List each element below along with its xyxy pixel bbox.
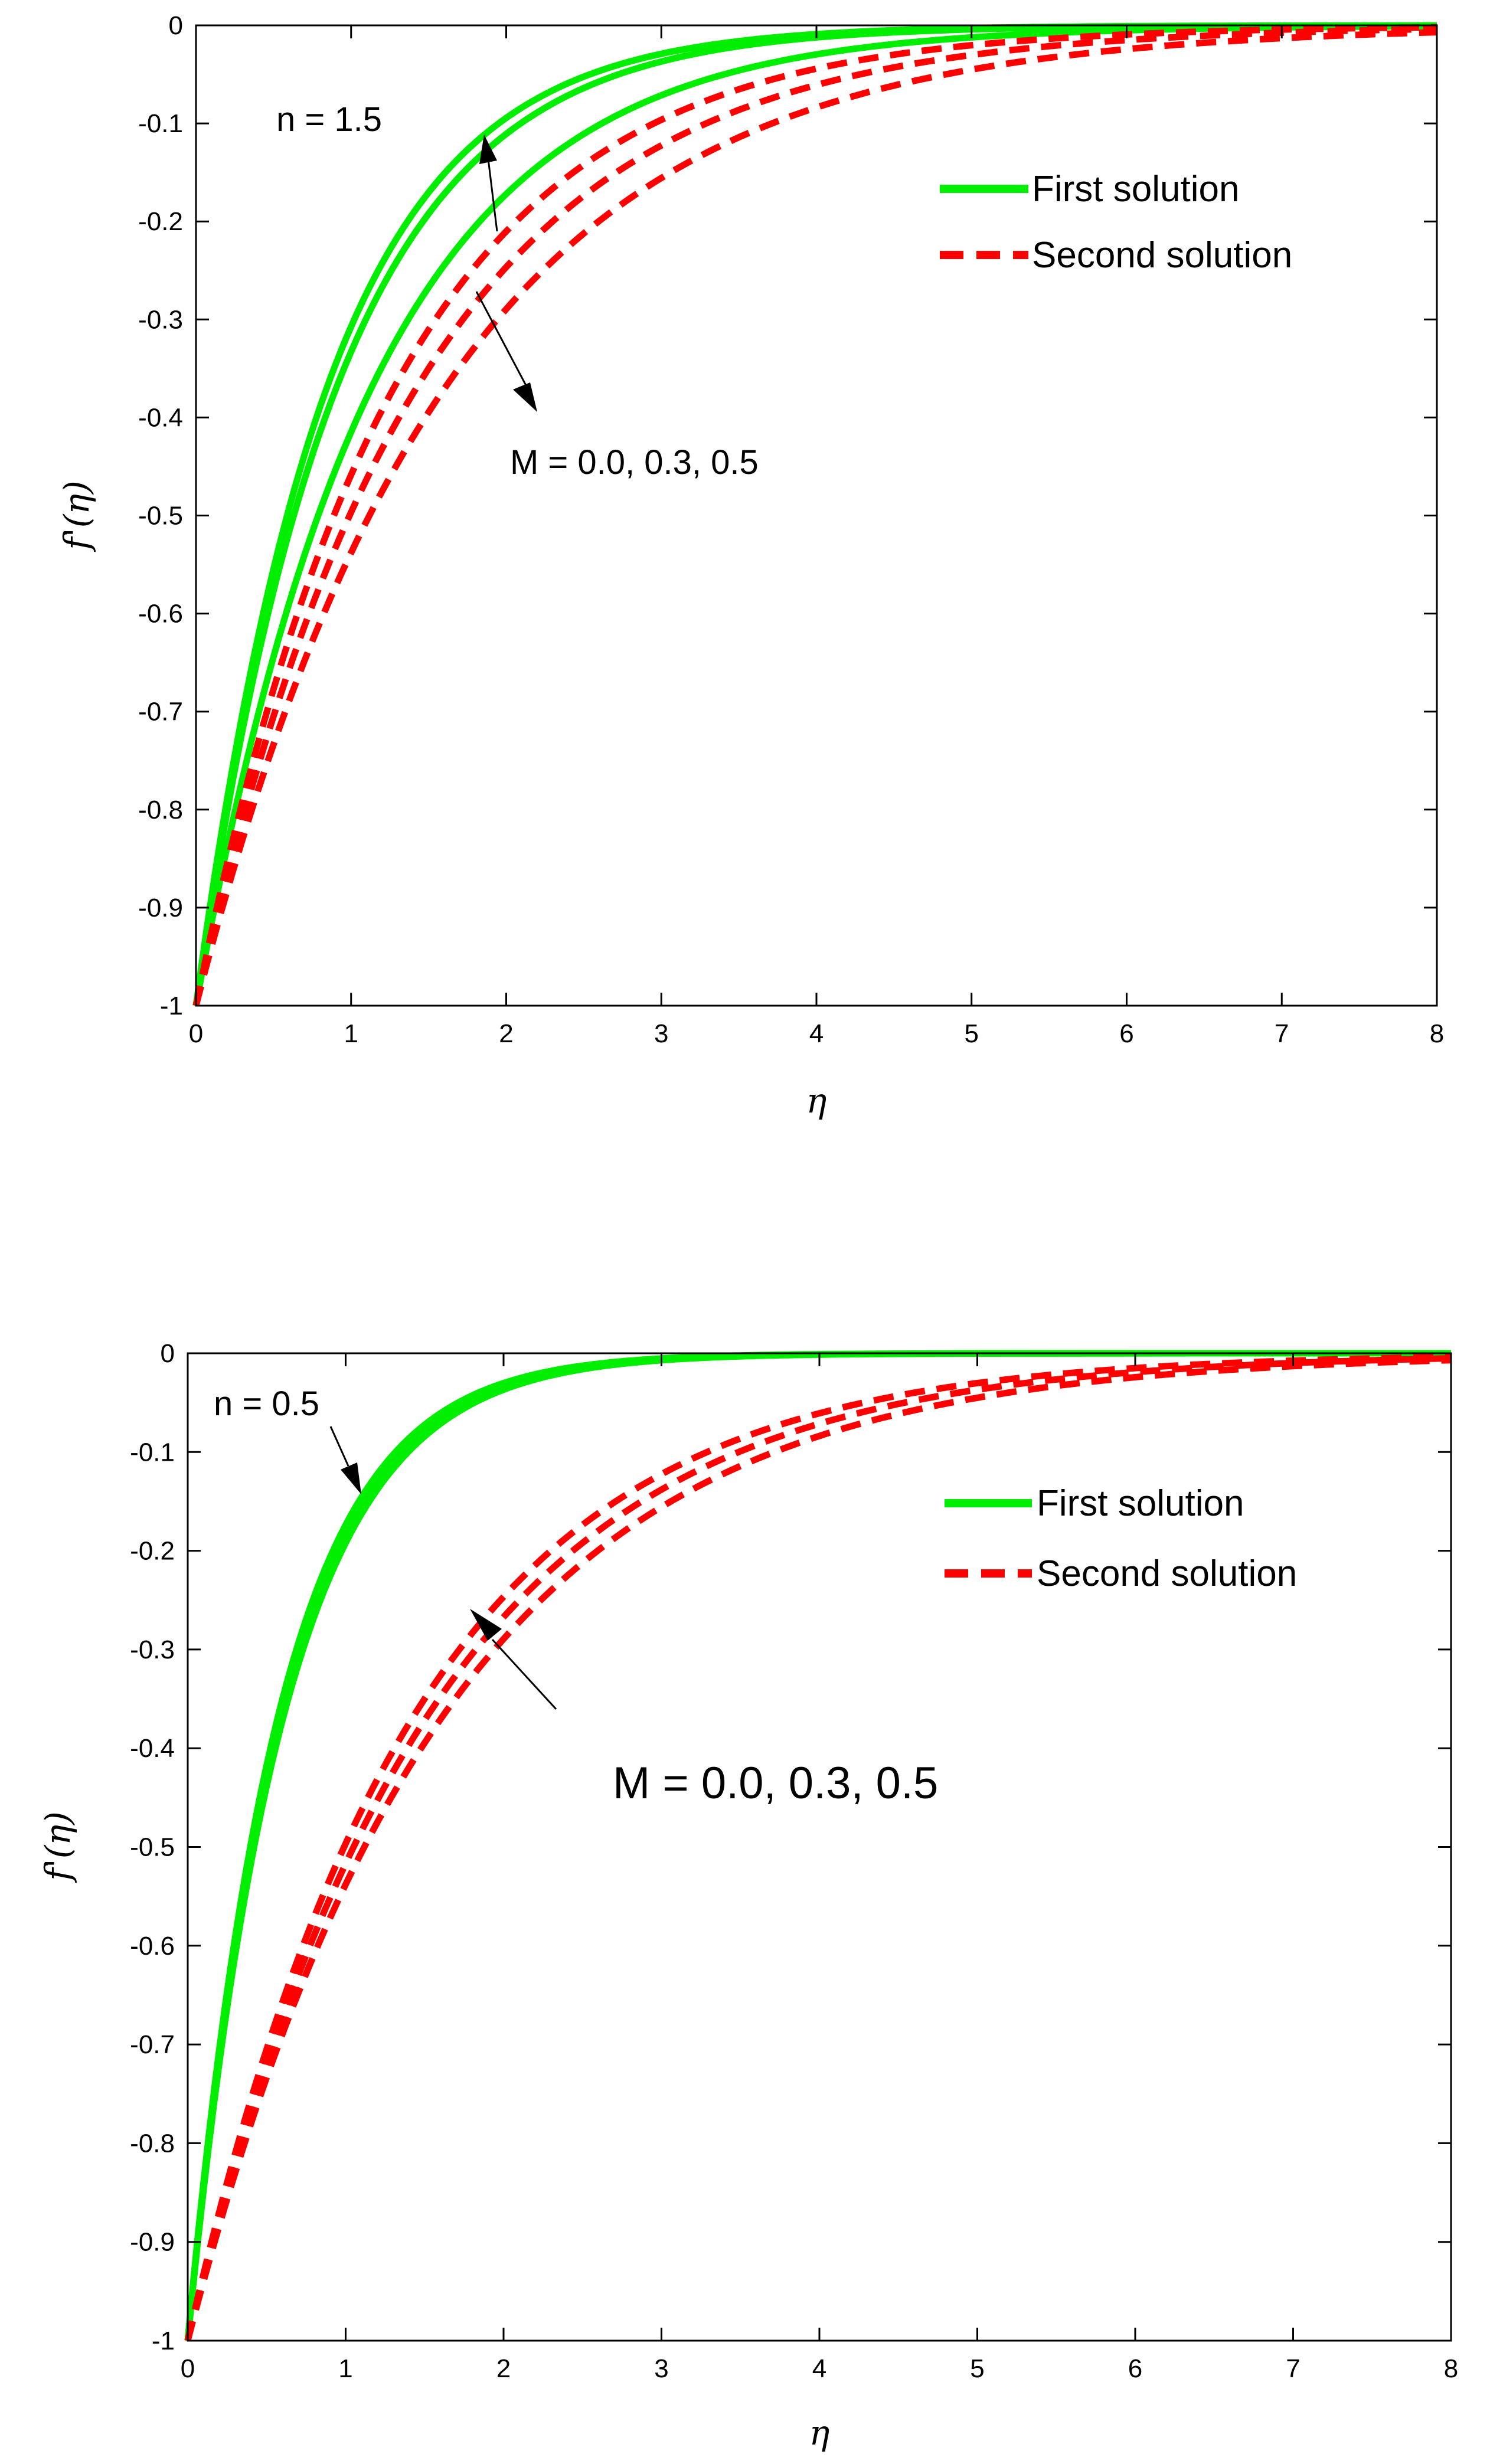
- legend-label-second-solution: Second solution: [1032, 235, 1292, 276]
- x-tick-label: 6: [1128, 2354, 1142, 2383]
- x-axis-label: η: [809, 2413, 830, 2453]
- x-tick-label: 0: [181, 2354, 195, 2383]
- x-tick-label: 8: [1444, 2354, 1458, 2383]
- y-tick-label: -0.7: [138, 698, 183, 727]
- ticks-layer-top: 0 1 2 3 4 5 6 7 8 0 -0.1 -0.2 -0.3 -0.4 -0.5 -0.6 -0.7 -0…: [138, 11, 1444, 1048]
- annotation-n-value: n = 0.5: [214, 1385, 319, 1423]
- chart-top: 0 1 2 3 4 5 6 7 8 0 -0.1 -0.2 -0.3 -0.4 -0.5 -0.6 -0.7 -0…: [57, 11, 1444, 1121]
- chart-bottom: 0 1 2 3 4 5 6 7 8 0 -0.1 -0.2 -0.3 -0.4 -0.5 -0.6 -0.7 -0…: [38, 1339, 1458, 2453]
- y-tick-label: -0.6: [138, 600, 183, 629]
- y-tick-label: -0.2: [138, 207, 183, 236]
- y-tick-label: -1: [152, 2326, 175, 2355]
- series-line-second-5: [184, 1357, 1452, 2342]
- y-tick-label: -0.5: [138, 502, 183, 531]
- annotation-n-value: n = 1.5: [276, 100, 382, 139]
- y-tick-label: -0.3: [138, 305, 183, 334]
- legend-label-second-solution: Second solution: [1037, 1553, 1297, 1594]
- x-tick-label: 2: [496, 2354, 511, 2383]
- y-tick-label: 0: [161, 1339, 175, 1368]
- legend: First solution Second solution: [945, 1483, 1297, 1594]
- series-line-second-5: [192, 29, 1437, 1007]
- y-tick-label: -0.3: [130, 1635, 175, 1664]
- annotation-arrow-shaft: [491, 1638, 557, 1710]
- x-tick-label: 0: [189, 1019, 203, 1048]
- y-tick-label: -0.9: [138, 894, 183, 922]
- annotation-arrow-shaft: [329, 1426, 349, 1467]
- legend: First solution Second solution: [940, 169, 1292, 276]
- annotation-arrow-head: [470, 1609, 502, 1641]
- annotation-arrow-head: [513, 382, 537, 412]
- y-tick-label: -0.1: [138, 109, 183, 138]
- x-tick-label: 7: [1286, 2354, 1300, 2383]
- y-tick-label: -0.4: [138, 403, 183, 432]
- y-tick-label: -0.7: [130, 2030, 175, 2059]
- x-tick-label: 1: [344, 1019, 358, 1048]
- y-tick-label: -0.1: [130, 1438, 175, 1467]
- x-tick-label: 3: [654, 1019, 668, 1048]
- x-axis-label: η: [806, 1081, 827, 1121]
- annotation-arrow-head: [479, 135, 497, 164]
- legend-label-first-solution: First solution: [1037, 1483, 1244, 1524]
- y-tick-label: -0.2: [130, 1537, 175, 1566]
- annotation-m-values: M = 0.0, 0.3, 0.5: [510, 443, 759, 482]
- legend-label-first-solution: First solution: [1032, 169, 1239, 210]
- annotation-m-values: M = 0.0, 0.3, 0.5: [613, 1758, 938, 1808]
- x-tick-label: 4: [812, 2354, 826, 2383]
- annotation-arrow-shaft: [475, 291, 527, 386]
- x-tick-label: 4: [809, 1019, 824, 1048]
- series-line-second-3: [192, 24, 1437, 1007]
- y-tick-label: -0.6: [130, 1932, 175, 1961]
- x-tick-label: 8: [1430, 1019, 1444, 1048]
- x-tick-label: 1: [338, 2354, 352, 2383]
- series-line-first-2: [192, 23, 1437, 1006]
- x-tick-label: 5: [970, 2354, 984, 2383]
- y-tick-label: -0.4: [130, 1734, 175, 1763]
- x-tick-label: 6: [1119, 1019, 1133, 1048]
- y-tick-label: -0.9: [130, 2228, 175, 2257]
- y-tick-label: -0.8: [138, 796, 183, 824]
- y-axis-label: f'(η): [57, 480, 97, 552]
- x-tick-label: 5: [965, 1019, 979, 1048]
- series-line-second-4: [184, 1355, 1452, 2342]
- annotation-arrow-head: [341, 1462, 361, 1494]
- annotation-arrow-shaft: [486, 149, 498, 232]
- x-tick-label: 2: [499, 1019, 513, 1048]
- ticks-layer-bottom: 0 1 2 3 4 5 6 7 8 0 -0.1 -0.2 -0.3 -0.4 -0.5 -0.6 -0.7 -0…: [130, 1339, 1458, 2383]
- y-tick-label: 0: [169, 11, 183, 40]
- x-tick-label: 3: [654, 2354, 668, 2383]
- y-axis-label: f'(η): [38, 1811, 78, 1883]
- x-tick-label: 7: [1275, 1019, 1289, 1048]
- y-tick-label: -1: [160, 992, 183, 1020]
- y-tick-label: -0.8: [130, 2129, 175, 2158]
- y-tick-label: -0.5: [130, 1833, 175, 1862]
